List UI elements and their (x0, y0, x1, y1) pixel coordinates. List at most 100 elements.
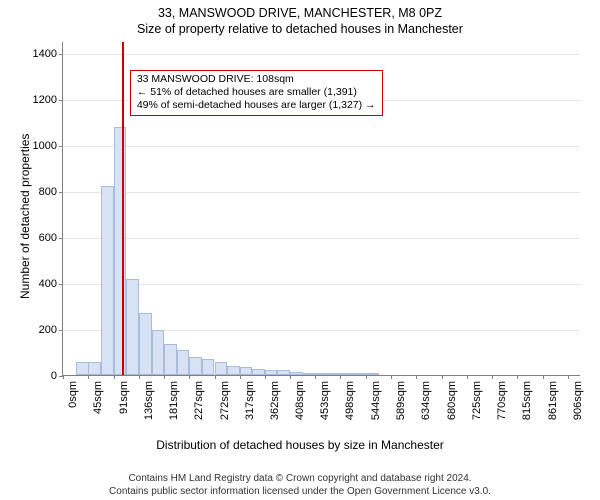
x-tick-mark (88, 375, 89, 379)
x-tick-label: 227sqm (193, 381, 205, 420)
x-tick-label: 498sqm (344, 381, 356, 420)
plot-area: 02004006008001000120014000sqm45sqm91sqm1… (62, 42, 580, 376)
chart-title: 33, MANSWOOD DRIVE, MANCHESTER, M8 0PZ (0, 6, 600, 20)
histogram-bar (164, 344, 177, 375)
y-tick-mark (59, 54, 63, 55)
x-tick-label: 589sqm (395, 381, 407, 420)
y-tick-label: 1000 (33, 140, 57, 152)
x-tick-label: 181sqm (168, 381, 180, 420)
histogram-bar (101, 186, 114, 375)
x-tick-label: 680sqm (446, 381, 458, 420)
x-tick-mark (366, 375, 367, 379)
property-marker-line (122, 42, 124, 375)
x-tick-label: 725sqm (471, 381, 483, 420)
y-tick-label: 800 (39, 186, 57, 198)
gridline (63, 284, 580, 285)
x-tick-mark (189, 375, 190, 379)
x-tick-mark (543, 375, 544, 379)
x-tick-mark (416, 375, 417, 379)
x-tick-mark (442, 375, 443, 379)
x-tick-mark (164, 375, 165, 379)
gridline (63, 54, 580, 55)
y-tick-label: 0 (51, 370, 57, 382)
property-callout: 33 MANSWOOD DRIVE: 108sqm ← 51% of detac… (130, 70, 383, 116)
histogram-bar (252, 369, 265, 375)
x-tick-mark (517, 375, 518, 379)
x-tick-mark (215, 375, 216, 379)
chart-subtitle: Size of property relative to detached ho… (0, 22, 600, 36)
y-tick-mark (59, 192, 63, 193)
x-tick-label: 408sqm (294, 381, 306, 420)
x-tick-label: 362sqm (269, 381, 281, 420)
x-tick-label: 0sqm (67, 381, 79, 408)
histogram-bar (240, 367, 253, 375)
x-tick-label: 91sqm (118, 381, 130, 414)
histogram-bar (353, 373, 366, 375)
x-tick-mark (290, 375, 291, 379)
x-tick-mark (114, 375, 115, 379)
histogram-bar (340, 373, 353, 375)
attribution: Contains HM Land Registry data © Crown c… (0, 473, 600, 498)
x-tick-mark (568, 375, 569, 379)
y-tick-mark (59, 284, 63, 285)
histogram-bar (303, 373, 316, 375)
gridline (63, 238, 580, 239)
histogram-bar (227, 366, 240, 375)
x-axis-label: Distribution of detached houses by size … (0, 438, 600, 452)
histogram-chart: 33, MANSWOOD DRIVE, MANCHESTER, M8 0PZ S… (0, 0, 600, 500)
histogram-bar (76, 362, 89, 375)
attribution-line-1: Contains HM Land Registry data © Crown c… (0, 473, 600, 486)
gridline (63, 192, 580, 193)
x-tick-label: 453sqm (319, 381, 331, 420)
callout-line-1: 33 MANSWOOD DRIVE: 108sqm (137, 73, 376, 86)
y-axis-label: Number of detached properties (18, 134, 32, 299)
x-tick-mark (139, 375, 140, 379)
x-tick-mark (492, 375, 493, 379)
y-tick-mark (59, 330, 63, 331)
gridline (63, 146, 580, 147)
y-tick-mark (59, 100, 63, 101)
histogram-bar (177, 350, 190, 375)
x-tick-label: 272sqm (219, 381, 231, 420)
x-tick-label: 861sqm (547, 381, 559, 420)
x-tick-mark (265, 375, 266, 379)
x-tick-label: 634sqm (420, 381, 432, 420)
x-tick-mark (63, 375, 64, 379)
x-tick-label: 544sqm (370, 381, 382, 420)
y-tick-label: 600 (39, 232, 57, 244)
histogram-bar (366, 373, 379, 375)
histogram-bar (202, 359, 215, 375)
x-tick-mark (340, 375, 341, 379)
histogram-bar (290, 372, 303, 375)
y-tick-mark (59, 146, 63, 147)
y-tick-label: 1200 (33, 94, 57, 106)
x-tick-label: 815sqm (521, 381, 533, 420)
x-tick-label: 906sqm (572, 381, 584, 420)
histogram-bar (277, 370, 290, 375)
x-tick-mark (391, 375, 392, 379)
histogram-bar (215, 362, 228, 375)
histogram-bar (114, 127, 127, 375)
y-tick-label: 1400 (33, 48, 57, 60)
histogram-bar (126, 279, 139, 375)
x-tick-mark (467, 375, 468, 379)
x-tick-label: 770sqm (496, 381, 508, 420)
histogram-bar (139, 313, 152, 375)
histogram-bar (328, 373, 341, 375)
histogram-bar (265, 370, 278, 375)
callout-line-2: ← 51% of detached houses are smaller (1,… (137, 86, 376, 99)
histogram-bar (88, 362, 101, 375)
x-tick-label: 317sqm (244, 381, 256, 420)
histogram-bar (189, 357, 202, 375)
x-tick-mark (240, 375, 241, 379)
x-tick-label: 136sqm (143, 381, 155, 420)
attribution-line-2: Contains public sector information licen… (0, 486, 600, 499)
x-tick-label: 45sqm (92, 381, 104, 414)
y-tick-label: 400 (39, 278, 57, 290)
y-tick-label: 200 (39, 324, 57, 336)
y-tick-mark (59, 238, 63, 239)
x-tick-mark (315, 375, 316, 379)
histogram-bar (152, 330, 165, 375)
histogram-bar (315, 373, 328, 375)
callout-line-3: 49% of semi-detached houses are larger (… (137, 99, 376, 112)
